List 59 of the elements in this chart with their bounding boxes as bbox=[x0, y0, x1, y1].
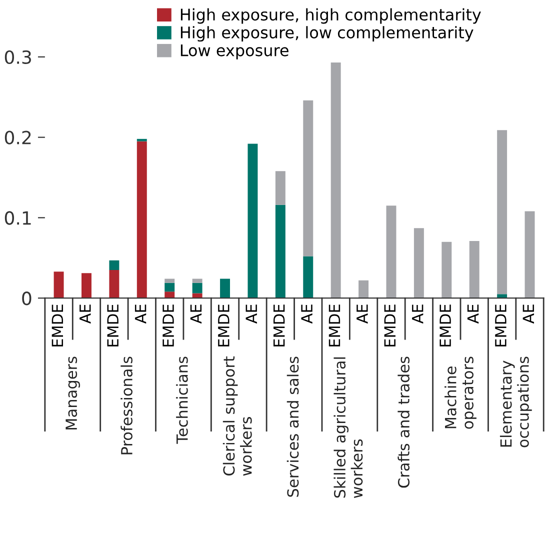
x-tick-label: AE bbox=[356, 304, 368, 324]
text: Crafts and trades bbox=[398, 356, 410, 488]
bar bbox=[275, 204, 286, 298]
bar bbox=[164, 282, 175, 292]
bar bbox=[497, 130, 508, 294]
text: Elementary occupations bbox=[500, 356, 532, 448]
y-tick-label: 0.2 bbox=[4, 130, 31, 144]
bar bbox=[109, 260, 120, 270]
x-tick-label: EMDE bbox=[384, 304, 396, 346]
x-tick-label: EMDE bbox=[328, 304, 340, 346]
bar bbox=[442, 242, 452, 298]
text: Professionals bbox=[120, 356, 132, 454]
bar bbox=[524, 211, 535, 298]
bar bbox=[136, 138, 147, 142]
x-tick-label: EMDE bbox=[52, 304, 64, 346]
bar bbox=[358, 280, 369, 298]
text: Clerical support workers bbox=[222, 356, 252, 476]
text: Machine operators bbox=[444, 356, 476, 429]
text: Technicians bbox=[176, 356, 188, 444]
bar bbox=[303, 256, 314, 298]
x-tick-label: EMDE bbox=[162, 304, 174, 346]
legend-label: High exposure, high complementarity bbox=[180, 8, 481, 24]
bar bbox=[469, 241, 480, 298]
x-tick-label: EMDE bbox=[218, 304, 230, 346]
bar bbox=[192, 278, 202, 283]
x-tick-label: AE bbox=[190, 304, 202, 324]
x-tick-label: AE bbox=[301, 304, 312, 324]
x-tick-label: EMDE bbox=[495, 304, 506, 346]
x-tick-label: AE bbox=[246, 304, 257, 324]
x-tick-label: AE bbox=[467, 304, 479, 324]
text: Managers bbox=[66, 356, 80, 430]
bar bbox=[82, 273, 92, 298]
bar bbox=[220, 278, 230, 298]
bar bbox=[164, 292, 175, 298]
y-tick-label: 0.1 bbox=[4, 211, 31, 225]
x-tick-label: EMDE bbox=[107, 304, 118, 346]
bar bbox=[164, 278, 175, 283]
bar bbox=[109, 270, 120, 298]
x-tick-label: EMDE bbox=[440, 304, 451, 346]
legend-label: High exposure, low complementarity bbox=[180, 26, 474, 42]
x-tick-label: AE bbox=[80, 304, 91, 324]
bar bbox=[275, 171, 286, 205]
x-tick-label: AE bbox=[412, 304, 424, 324]
y-tick-label: 0 bbox=[22, 292, 32, 306]
bar bbox=[386, 206, 396, 298]
x-tick-label: EMDE bbox=[274, 304, 285, 346]
bar bbox=[414, 228, 424, 298]
y-tick-label: 0.3 bbox=[4, 50, 31, 64]
bar bbox=[192, 282, 202, 294]
legend-label: Low exposure bbox=[180, 44, 288, 60]
bar bbox=[248, 144, 258, 298]
bar bbox=[136, 141, 147, 298]
text: Skilled agricultural workers bbox=[334, 357, 363, 498]
x-tick-label: AE bbox=[522, 304, 534, 324]
bar bbox=[54, 272, 64, 298]
bar bbox=[303, 100, 314, 256]
x-tick-label: AE bbox=[134, 304, 146, 324]
text: Services and sales bbox=[286, 356, 299, 497]
bar bbox=[330, 62, 341, 298]
